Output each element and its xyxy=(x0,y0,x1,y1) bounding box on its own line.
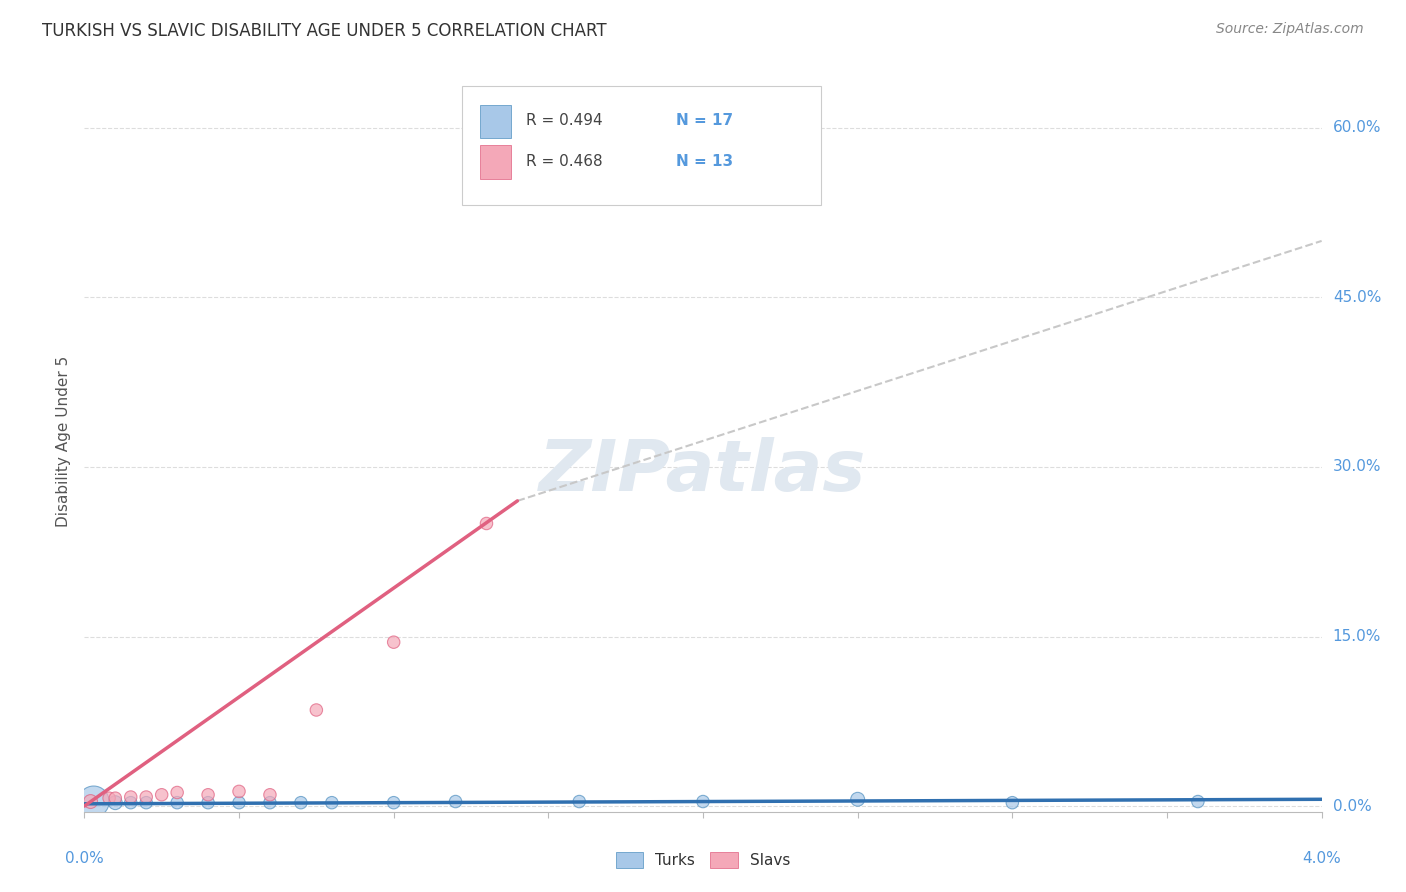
Y-axis label: Disability Age Under 5: Disability Age Under 5 xyxy=(56,356,72,527)
Text: Source: ZipAtlas.com: Source: ZipAtlas.com xyxy=(1216,22,1364,37)
FancyBboxPatch shape xyxy=(461,87,821,204)
Point xyxy=(135,796,157,810)
Point xyxy=(259,796,281,810)
Point xyxy=(83,795,105,809)
Point xyxy=(846,792,869,806)
Point xyxy=(197,788,219,802)
Point xyxy=(228,796,250,810)
Text: ZIPatlas: ZIPatlas xyxy=(540,437,866,506)
Point xyxy=(228,784,250,798)
Point xyxy=(98,791,121,805)
Text: TURKISH VS SLAVIC DISABILITY AGE UNDER 5 CORRELATION CHART: TURKISH VS SLAVIC DISABILITY AGE UNDER 5… xyxy=(42,22,607,40)
Point xyxy=(321,796,343,810)
Text: R = 0.494: R = 0.494 xyxy=(526,113,603,128)
Point xyxy=(568,795,591,809)
Point xyxy=(120,796,142,810)
Text: 15.0%: 15.0% xyxy=(1333,629,1381,644)
Text: 45.0%: 45.0% xyxy=(1333,290,1381,305)
Point xyxy=(135,790,157,805)
Text: 4.0%: 4.0% xyxy=(1302,851,1341,865)
Point xyxy=(1187,795,1209,809)
Text: N = 17: N = 17 xyxy=(676,113,733,128)
Text: 0.0%: 0.0% xyxy=(1333,798,1371,814)
Point xyxy=(1001,796,1024,810)
Point xyxy=(444,795,467,809)
Point xyxy=(166,796,188,810)
Legend: Turks, Slavs: Turks, Slavs xyxy=(609,847,797,874)
Text: 60.0%: 60.0% xyxy=(1333,120,1381,136)
Point xyxy=(290,796,312,810)
Bar xyxy=(481,145,512,178)
Text: N = 13: N = 13 xyxy=(676,154,733,169)
Bar xyxy=(481,104,512,138)
Text: 30.0%: 30.0% xyxy=(1333,459,1381,475)
Point xyxy=(166,785,188,799)
Point xyxy=(79,795,101,809)
Text: 0.0%: 0.0% xyxy=(65,851,104,865)
Point xyxy=(305,703,328,717)
Text: R = 0.468: R = 0.468 xyxy=(526,154,603,169)
Point xyxy=(692,795,714,809)
Point xyxy=(382,635,405,649)
Point xyxy=(197,796,219,810)
Point xyxy=(475,516,498,531)
Point xyxy=(104,791,127,805)
Point xyxy=(259,788,281,802)
Point xyxy=(104,796,127,810)
Point xyxy=(150,788,173,802)
Point xyxy=(120,790,142,805)
Point xyxy=(382,796,405,810)
